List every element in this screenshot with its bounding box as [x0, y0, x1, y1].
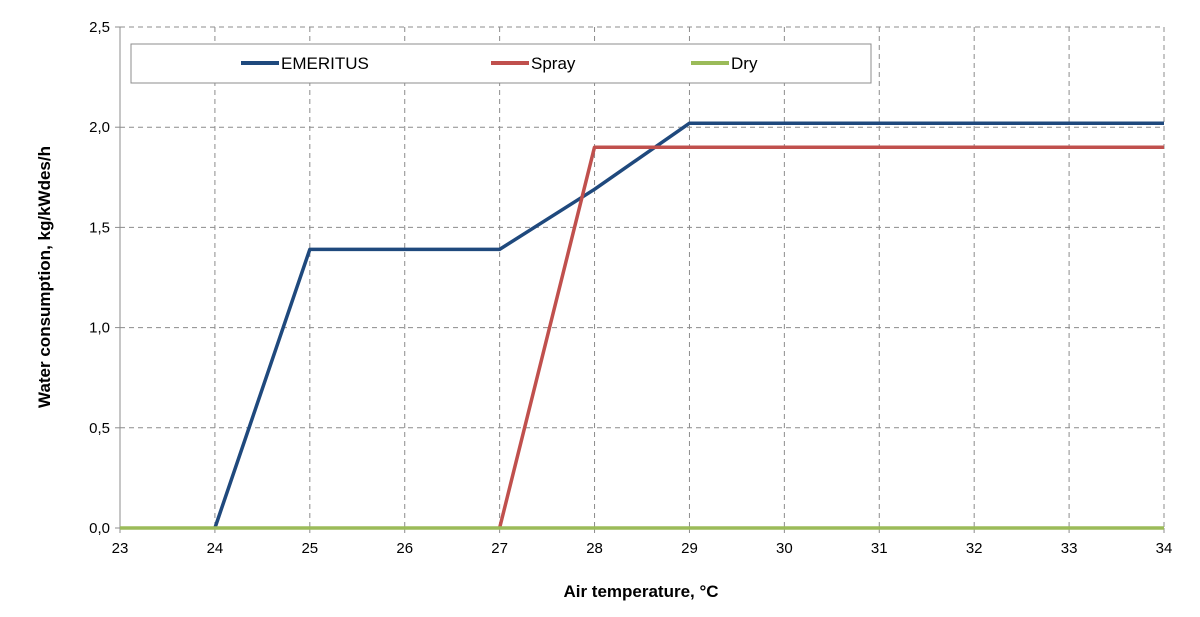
legend-label-dry: Dry — [731, 54, 758, 73]
x-tick-label: 29 — [681, 540, 698, 557]
y-tick-label: 1,0 — [89, 320, 110, 337]
axes: 0,0 0,5 1,0 1,5 2,0 2,5 23 24 25 26 27 28 29 30 31 32 33… — [89, 19, 1172, 557]
x-tick-label: 31 — [871, 540, 888, 557]
legend-label-spray: Spray — [531, 54, 576, 73]
y-tick-label: 2,5 — [89, 19, 110, 36]
series-lines — [120, 121, 1164, 530]
x-tick-label: 32 — [966, 540, 983, 557]
y-tick-label: 0,0 — [89, 520, 110, 537]
y-tick-label: 1,5 — [89, 219, 110, 236]
legend-label-emeritus: EMERITUS — [281, 54, 369, 73]
x-tick-label: 25 — [301, 540, 318, 557]
y-axis-title: Water consumption, kg/kWdes/h — [35, 146, 54, 408]
x-tick-label: 24 — [207, 540, 224, 557]
y-tick-label: 0,5 — [89, 420, 110, 437]
y-tick-label: 2,0 — [89, 119, 110, 136]
x-tick-label: 27 — [491, 540, 508, 557]
series-line-spray — [497, 145, 1164, 529]
x-axis-title: Air temperature, °C — [563, 582, 718, 601]
x-tick-label: 34 — [1156, 540, 1173, 557]
x-tick-label: 26 — [396, 540, 413, 557]
series-line-emeritus — [213, 121, 1164, 529]
x-tick-label: 23 — [112, 540, 129, 557]
x-tick-label: 28 — [586, 540, 603, 557]
legend: EMERITUS Spray Dry — [130, 43, 872, 84]
x-tick-label: 33 — [1061, 540, 1078, 557]
x-tick-label: 30 — [776, 540, 793, 557]
grid — [120, 26, 1165, 528]
